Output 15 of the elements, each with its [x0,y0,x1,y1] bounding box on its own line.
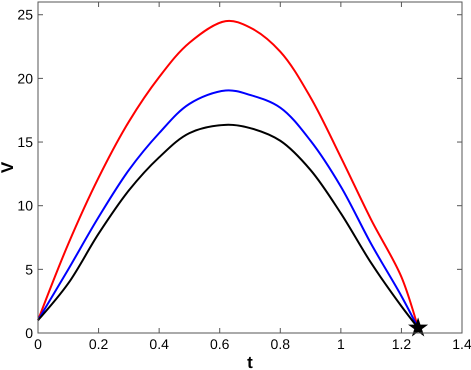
y-tick-label: 25 [17,6,34,23]
y-tick-label: 10 [17,198,34,214]
x-tick-label: 1.4 [452,336,471,352]
x-tick-label: 0.4 [149,336,170,352]
y-tick-label: 20 [17,70,34,86]
x-tick-label: 0.2 [88,336,109,352]
y-axis-title: V [0,161,17,174]
x-tick-label: 1.2 [392,336,412,352]
y-tick-label: 5 [25,261,34,278]
x-tick-label: 0.6 [210,336,230,352]
x-tick-label: 1 [336,336,345,352]
y-tick-label: 15 [17,134,34,150]
y-tick-label: 0 [25,325,34,341]
x-tick-label: 0.8 [270,336,290,352]
x-axis-title: t [247,353,254,370]
